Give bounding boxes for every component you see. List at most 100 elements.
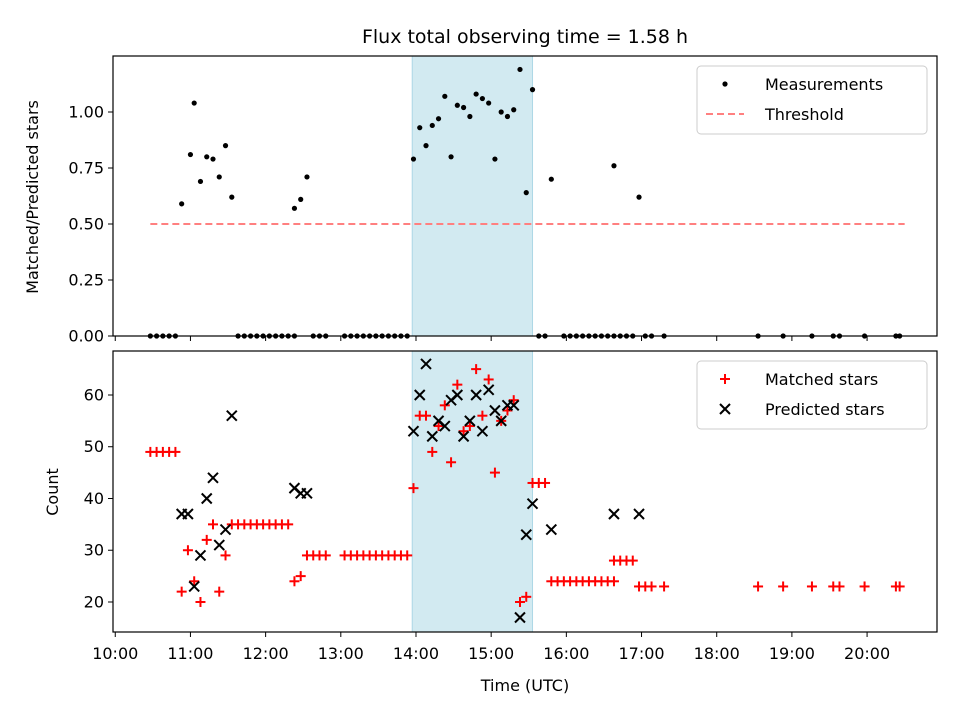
data-point [207, 519, 218, 530]
x-tick-label: 11:00 [167, 644, 213, 663]
data-point [467, 113, 473, 120]
data-point [514, 596, 525, 607]
data-point [216, 174, 222, 180]
y-tick-label: 40 [84, 489, 104, 508]
data-point [753, 581, 764, 592]
y-tick-label: 30 [84, 541, 104, 560]
data-point [417, 125, 423, 131]
data-point [504, 113, 511, 120]
data-point [304, 174, 310, 180]
data-point [495, 415, 507, 427]
data-point [222, 143, 229, 149]
data-point [213, 539, 225, 551]
data-point [182, 508, 194, 520]
data-point [492, 156, 498, 162]
data-point [301, 487, 313, 500]
x-tick-label: 10:00 [92, 644, 138, 663]
data-point [608, 508, 620, 520]
data-point [433, 421, 444, 432]
data-point [523, 190, 529, 196]
data-point [448, 154, 454, 160]
data-point [201, 534, 212, 545]
data-point [402, 550, 413, 561]
data-point [189, 576, 200, 587]
data-point [426, 430, 438, 443]
data-point [214, 586, 225, 597]
legend: Matched stars Predicted stars [696, 360, 928, 430]
data-point [627, 555, 638, 566]
legend-frame [696, 65, 928, 135]
data-point [219, 523, 232, 536]
data-point [529, 87, 536, 93]
top-y-axis-label: Matched/Predicted stars [23, 100, 42, 294]
data-point [439, 420, 451, 432]
data-point [489, 404, 501, 417]
data-point [471, 364, 482, 375]
data-point [778, 581, 789, 592]
y-tick-label: 0.00 [68, 327, 104, 346]
data-point [179, 201, 185, 207]
data-point [201, 492, 213, 505]
legend-frame [696, 360, 928, 430]
data-point [442, 93, 448, 99]
data-point [207, 472, 219, 484]
data-point [439, 400, 450, 411]
data-point [454, 102, 460, 108]
data-point [320, 550, 331, 561]
data-point [457, 430, 470, 443]
highlight-band [411, 350, 534, 633]
data-point [451, 389, 464, 401]
series-predicted-stars [175, 358, 645, 624]
data-point [427, 446, 438, 457]
data-point [420, 358, 432, 370]
data-point [498, 109, 504, 115]
data-point [283, 519, 294, 530]
data-point [526, 497, 539, 510]
x-tick-label: 13:00 [318, 644, 364, 663]
data-point [188, 580, 200, 593]
x-tick-label: 16:00 [543, 644, 589, 663]
data-point [464, 421, 475, 432]
data-point [195, 596, 206, 607]
data-point [429, 122, 435, 129]
data-point [611, 163, 617, 169]
data-point [511, 107, 517, 113]
y-tick-label: 1.00 [68, 103, 104, 122]
chart-title: Flux total observing time = 1.58 h [362, 26, 688, 48]
data-point [834, 581, 845, 592]
y-tick-label: 20 [84, 592, 104, 611]
panel-top: 0.00 0.25 0.50 0.75 1.00 Measurements Threshol… [68, 55, 938, 346]
y-tick-label: 50 [84, 437, 104, 456]
data-point [806, 581, 817, 592]
data-point [194, 549, 207, 562]
legend-label: Matched stars [765, 370, 878, 389]
data-point [508, 395, 519, 406]
x-tick-label: 17:00 [618, 644, 664, 663]
data-point [220, 550, 231, 561]
data-point [517, 66, 523, 73]
data-point [479, 95, 485, 102]
y-tick-label: 0.75 [68, 159, 104, 178]
data-point [633, 508, 645, 520]
data-point [476, 425, 489, 437]
panel-bottom: 20 30 40 50 60 10:00 11:00 12:00 13:00 14:00 15:00… [84, 350, 938, 663]
data-point [859, 581, 870, 592]
data-point [204, 154, 210, 160]
data-point [548, 176, 554, 182]
data-point [508, 399, 520, 412]
data-point [210, 156, 216, 162]
data-point [414, 389, 426, 401]
y-tick-label: 0.50 [68, 215, 104, 234]
legend-marker [719, 403, 731, 415]
data-point [545, 523, 558, 536]
data-point [170, 446, 181, 457]
data-point [291, 205, 298, 211]
data-point [458, 426, 469, 437]
axes-frame [112, 350, 938, 633]
data-point [289, 576, 300, 587]
legend-marker [720, 374, 730, 384]
data-point [295, 571, 306, 582]
data-point [421, 410, 432, 421]
data-point [410, 156, 417, 162]
